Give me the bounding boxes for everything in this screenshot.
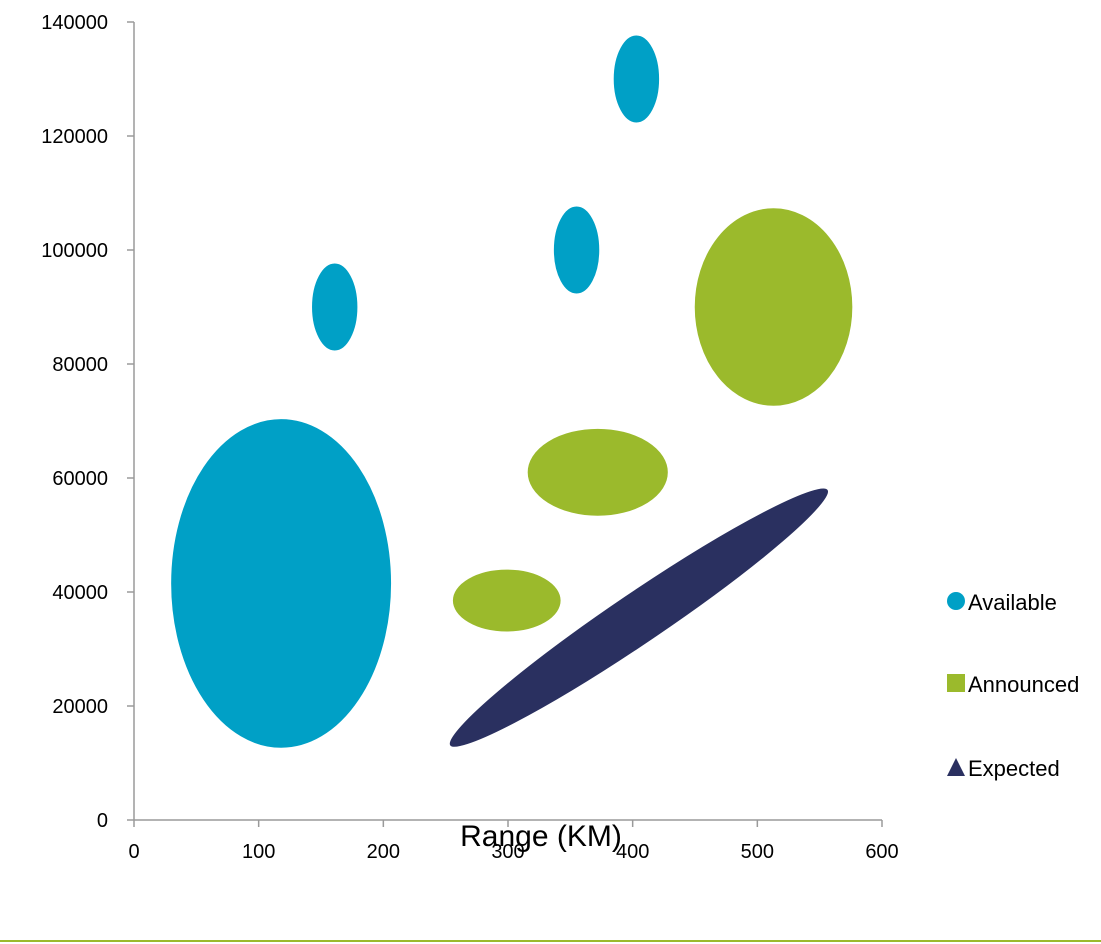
x-tick-label: 500 (741, 841, 774, 863)
available-legend-marker (947, 592, 965, 610)
plot-area (169, 33, 855, 750)
y-tick-label: 60000 (52, 468, 108, 490)
available-bubble (611, 33, 662, 125)
expected-legend-marker (947, 758, 965, 776)
announced-legend-marker (947, 674, 965, 692)
announced-bubble (450, 567, 563, 634)
x-tick-label: 100 (242, 841, 275, 863)
x-tick-label: 300 (491, 841, 524, 863)
x-axis-label: Range (KM) (460, 820, 622, 853)
axes: 0 100 200 300 400 500 600 0 20000 40000 60000 8000… (41, 12, 898, 863)
announced-bubble (692, 206, 855, 408)
y-tick-label: 140000 (41, 12, 108, 34)
available-legend-label: Available (968, 590, 1057, 615)
legend: Available Announced Expected (947, 590, 1079, 781)
expected-bubble (447, 486, 830, 749)
x-tick-label: 200 (367, 841, 400, 863)
y-tick-label: 20000 (52, 696, 108, 718)
available-bubble (310, 261, 360, 353)
expected-legend-label: Expected (968, 756, 1060, 781)
x-tick-label: 0 (128, 841, 139, 863)
x-axis-ticks: 0 100 200 300 400 500 600 (128, 820, 899, 863)
y-axis-ticks: 0 20000 40000 60000 80000 100000 120000 140000 (41, 12, 134, 832)
bottom-divider (0, 940, 1101, 942)
x-tick-label: 600 (865, 841, 898, 863)
y-tick-label: 0 (97, 810, 108, 832)
available-bubble (551, 204, 602, 296)
y-tick-label: 120000 (41, 126, 108, 148)
announced-legend-label: Announced (968, 672, 1079, 697)
y-tick-label: 100000 (41, 240, 108, 262)
announced-bubble (525, 426, 670, 518)
available-bubble (169, 417, 394, 750)
y-tick-label: 80000 (52, 354, 108, 376)
x-tick-label: 400 (616, 841, 649, 863)
y-tick-label: 40000 (52, 582, 108, 604)
